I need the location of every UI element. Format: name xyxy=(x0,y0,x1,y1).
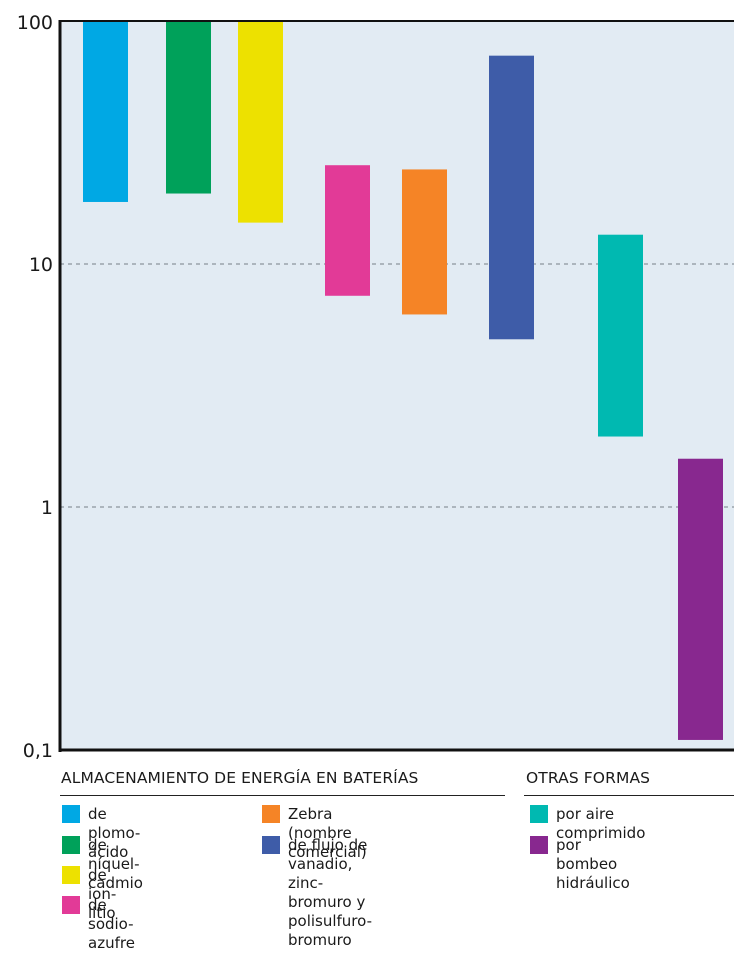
bars xyxy=(83,21,723,740)
legend-item-aire-comprimido: por aire comprimido xyxy=(530,805,645,843)
legend-label: de plomo-ácido xyxy=(88,805,141,861)
legend-item-ion-litio: de ion-litio xyxy=(62,866,116,923)
chart: 0,1 1 10 100 xyxy=(17,12,734,760)
legend-swatch xyxy=(530,805,548,823)
legend-swatch xyxy=(262,836,280,854)
legend-swatch xyxy=(62,866,80,884)
legend-label: Zebra (nombre comercial) xyxy=(288,805,367,861)
legend-item-niquel-cadmio: de níquel-cadmio xyxy=(62,836,143,893)
y-tick-label: 10 xyxy=(29,254,53,276)
legend-heading-batteries: ALMACENAMIENTO DE ENERGÍA EN BATERÍAS xyxy=(61,769,419,787)
legend-swatch xyxy=(62,805,80,823)
legend-label: de flujo de vanadio, zinc-bromuro y poli… xyxy=(288,836,373,949)
y-tick-label: 0,1 xyxy=(23,740,53,760)
legend-item-zebra: Zebra (nombre comercial) xyxy=(262,805,367,862)
bar-3 xyxy=(238,21,283,223)
legend-heading-other: OTRAS FORMAS xyxy=(526,769,651,787)
legend-swatch xyxy=(262,805,280,823)
y-tick-label: 100 xyxy=(17,12,53,34)
bar-7 xyxy=(598,234,643,437)
bar-5 xyxy=(402,169,447,315)
legend-swatch xyxy=(62,836,80,854)
y-tick-label: 1 xyxy=(41,497,53,519)
legend-item-flujo: de flujo de vanadio, zinc-bromuro y poli… xyxy=(262,836,372,950)
legend-label: de sodio-azufre xyxy=(88,896,135,952)
bar-4 xyxy=(325,165,370,296)
legend-item-plomo-acido: de plomo-ácido xyxy=(62,805,140,862)
legend-item-sodio-azufre: de sodio-azufre xyxy=(62,896,135,953)
bar-2 xyxy=(166,21,211,194)
legend-label: por bombeo hidráulico xyxy=(556,836,630,892)
bar-8 xyxy=(678,458,723,740)
bar-6 xyxy=(489,55,534,340)
bar-1 xyxy=(83,21,128,202)
legend-rule-other xyxy=(524,795,734,796)
legend-item-bombeo-hidraulico: por bombeo hidráulico xyxy=(530,836,630,893)
legend-label: de níquel-cadmio xyxy=(88,836,143,892)
legend-swatch xyxy=(530,836,548,854)
legend-rule-batteries xyxy=(60,795,505,796)
legend-label: de ion-litio xyxy=(88,866,117,922)
legend-swatch xyxy=(62,896,80,914)
legend-label: por aire comprimido xyxy=(556,805,646,842)
y-tick-labels: 0,1 1 10 100 xyxy=(17,12,53,760)
